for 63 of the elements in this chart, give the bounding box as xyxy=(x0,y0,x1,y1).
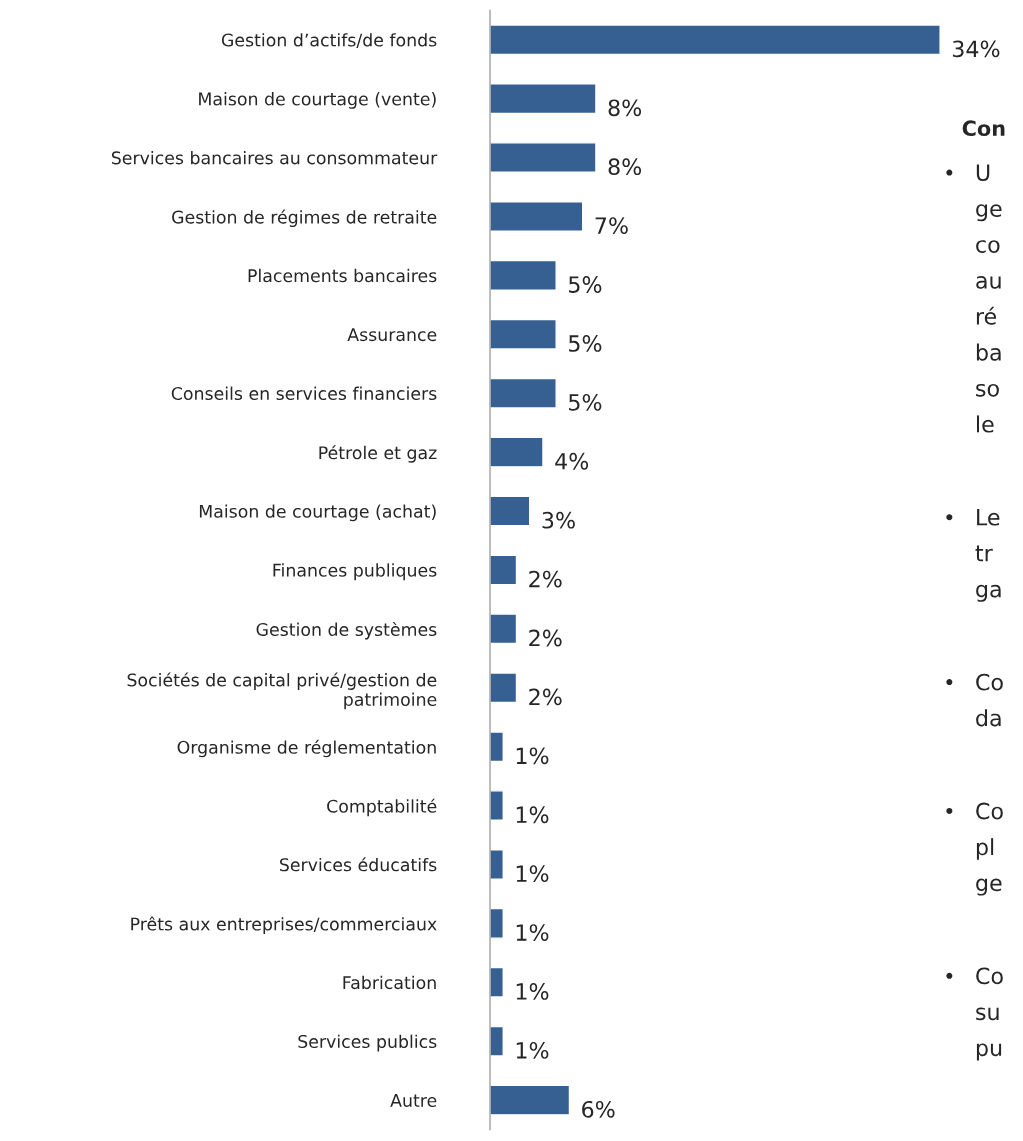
y-tick-label: Placements bancaires xyxy=(248,268,437,283)
bar xyxy=(490,83,597,115)
data-label: 1% xyxy=(516,924,549,941)
y-tick-label: Gestion de régimes de retraite xyxy=(172,209,437,228)
data-label: 4% xyxy=(555,452,589,470)
y-tick-label: Assurance xyxy=(347,328,437,342)
y-tick-label: Gestion de systèmes xyxy=(256,621,437,640)
bar xyxy=(490,907,504,939)
text: Con xyxy=(962,120,1005,137)
bar xyxy=(490,849,504,880)
y-tick-label: Prêts aux entreprises/commerciaux xyxy=(131,916,437,934)
data-label: 1% xyxy=(516,806,549,824)
text: • U ge co au ré ba so le xyxy=(946,164,1002,433)
bar xyxy=(490,24,941,56)
data-label: 8% xyxy=(608,99,642,117)
text: • Co pl ge xyxy=(946,802,1003,896)
bar xyxy=(490,495,531,527)
data-label: 5% xyxy=(569,335,602,352)
y-tick-label: Organisme de réglementation xyxy=(177,739,436,758)
data-label: 5% xyxy=(569,276,602,293)
y-tick-label: Maison de courtage (achat) xyxy=(199,504,436,522)
text: • Le tr ga xyxy=(946,509,1001,602)
bar xyxy=(490,731,504,763)
data-label: 2% xyxy=(529,688,562,706)
data-label: 2% xyxy=(529,570,562,588)
y-tick-label: Conseils en services financiers xyxy=(171,386,437,401)
y-tick-label: Services bancaires au consommateur xyxy=(111,150,438,165)
y-tick-label: Comptabilité xyxy=(327,798,437,817)
y-tick-label: Fabrication xyxy=(343,975,436,990)
bar xyxy=(490,318,557,350)
bar xyxy=(490,377,557,409)
bar xyxy=(490,966,504,998)
y-tick-label: Pétrole et gaz xyxy=(319,445,437,463)
y-tick-label: Autre xyxy=(390,1094,437,1107)
bar xyxy=(490,142,597,173)
y-tick-label: Gestion d’actifs/de fonds xyxy=(221,33,437,48)
data-label: 3% xyxy=(542,511,575,529)
bar xyxy=(490,613,518,645)
data-label: 6% xyxy=(582,1100,615,1118)
y-tick-label: Services éducatifs xyxy=(279,857,437,872)
data-label: 34% xyxy=(952,40,1000,58)
bar xyxy=(490,436,544,468)
bar xyxy=(490,672,518,704)
bar xyxy=(490,259,557,291)
text: • Co su pu xyxy=(946,967,1003,1061)
data-label: 7% xyxy=(595,217,628,235)
data-label: 1% xyxy=(516,747,549,765)
data-label: 5% xyxy=(569,393,602,411)
bar xyxy=(490,554,518,586)
bar xyxy=(490,790,504,821)
data-label: 1% xyxy=(516,865,549,883)
text: • Co da xyxy=(946,673,1003,727)
data-label: 8% xyxy=(608,158,642,176)
data-label: 1% xyxy=(516,1041,549,1059)
y-tick-label: Finances publiques xyxy=(273,563,437,581)
data-label: 1% xyxy=(516,983,549,1000)
data-label: 2% xyxy=(529,629,562,647)
bar xyxy=(490,201,584,232)
y-tick-label: Sociétés de capital privé/gestion de patrimoine xyxy=(127,672,437,710)
y-tick-label: Maison de courtage (vente) xyxy=(199,92,436,109)
y-tick-label: Services publics xyxy=(298,1034,437,1052)
bar xyxy=(490,1025,504,1057)
bar xyxy=(490,1084,571,1116)
